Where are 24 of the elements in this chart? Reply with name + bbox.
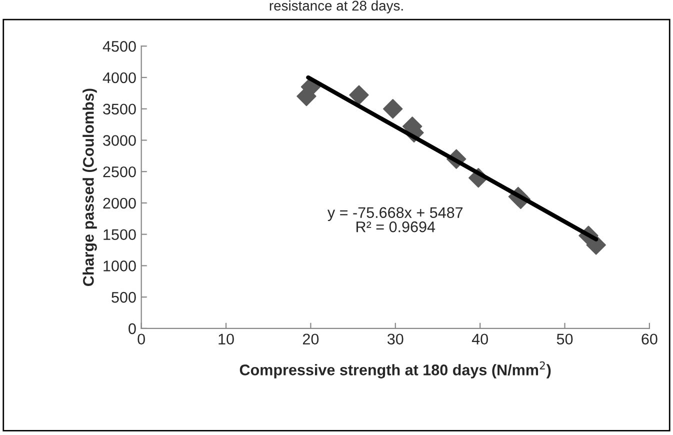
- x-tick-label: 20: [302, 334, 319, 345]
- x-tick-label: 0: [138, 334, 145, 345]
- y-tick-label: 500: [112, 292, 136, 303]
- chart-title: resistance at 28 days.: [270, 0, 403, 14]
- y-tick-label: 3500: [103, 104, 136, 115]
- x-tick-label: 60: [642, 334, 658, 345]
- x-tick-label: 30: [387, 334, 404, 345]
- x-tick-label: 10: [218, 334, 234, 345]
- annotation: y = -75.668x + 5487 R² = 0.9694: [327, 207, 463, 232]
- y-tick-label: 2000: [103, 198, 136, 209]
- y-tick-label: 4000: [102, 72, 136, 84]
- x-tick-label: 50: [556, 334, 573, 345]
- x-tick-label: 40: [472, 334, 488, 345]
- y-tick-label: 3000: [103, 135, 136, 146]
- y-tick-label: 0: [128, 323, 136, 334]
- point: [383, 99, 403, 119]
- y-axis-title: Charge passed (Coulombs): [82, 88, 97, 286]
- y-tick-label: 2500: [103, 166, 136, 178]
- y-tick-label: 4500: [102, 40, 136, 52]
- y-tick-label: 1500: [104, 229, 136, 240]
- y-tick-label: 1000: [104, 260, 136, 272]
- point: [349, 85, 369, 105]
- point: [586, 235, 606, 255]
- x-axis-title: Compressive strength at 180 days (N/mm$^{2}$): [240, 361, 551, 378]
